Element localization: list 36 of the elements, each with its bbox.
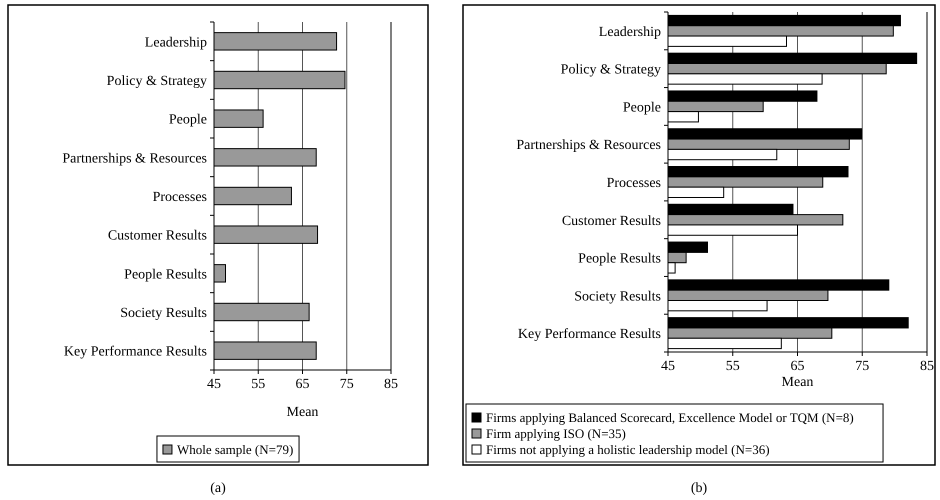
y-tick-label: People [168, 112, 207, 128]
x-tick-label: 45 [207, 377, 221, 392]
x-tick-label: 85 [920, 359, 934, 374]
y-tick-label: People [622, 100, 661, 116]
y-tick-label: Leadership [598, 24, 661, 40]
y-tick-label: Customer Results [108, 228, 207, 244]
text: (b) [690, 481, 708, 496]
x-tick-label: 65 [790, 359, 804, 374]
y-tick-label: Key Performance Results [518, 327, 661, 342]
y-tick-label: People Results [124, 267, 207, 282]
text: (a) [210, 481, 226, 496]
y-tick-label: Key Performance Results [64, 344, 207, 360]
y-tick-label: Policy & Strategy [560, 62, 661, 78]
y-tick-label: Society Results [120, 306, 207, 321]
x-tick-label: 55 [251, 377, 266, 392]
y-tick-label: Leadership [144, 35, 207, 50]
y-tick-label: Policy & Strategy [106, 74, 207, 89]
y-tick-label: Processes [606, 176, 661, 191]
legend-label: Firm applying ISO (N=35) [486, 426, 626, 441]
y-tick-label: Society Results [574, 289, 661, 304]
x-axis-title: Mean [782, 375, 814, 390]
x-tick-label: 75 [340, 377, 354, 392]
x-tick-label: 65 [296, 377, 310, 392]
y-tick-label: Processes [152, 190, 207, 205]
y-tick-label: Partnerships & Resources [516, 138, 661, 154]
legend-label: Firms applying Balanced Scorecard, Excellence Model or TQM (N=8) [486, 410, 854, 425]
x-axis-title: Mean [286, 405, 318, 420]
y-tick-label: Customer Results [562, 214, 661, 229]
x-tick-label: 45 [661, 359, 675, 374]
x-tick-label: 75 [855, 359, 870, 374]
legend-label: Firms not applying a holistic leadership model (N=36) [486, 442, 770, 457]
y-tick-label: People Results [578, 252, 661, 267]
legend-label: Whole sample (N=79) [176, 442, 294, 457]
x-tick-label: 85 [384, 377, 398, 392]
x-tick-label: 55 [726, 359, 740, 374]
y-tick-label: Partnerships & Resources [62, 151, 207, 166]
